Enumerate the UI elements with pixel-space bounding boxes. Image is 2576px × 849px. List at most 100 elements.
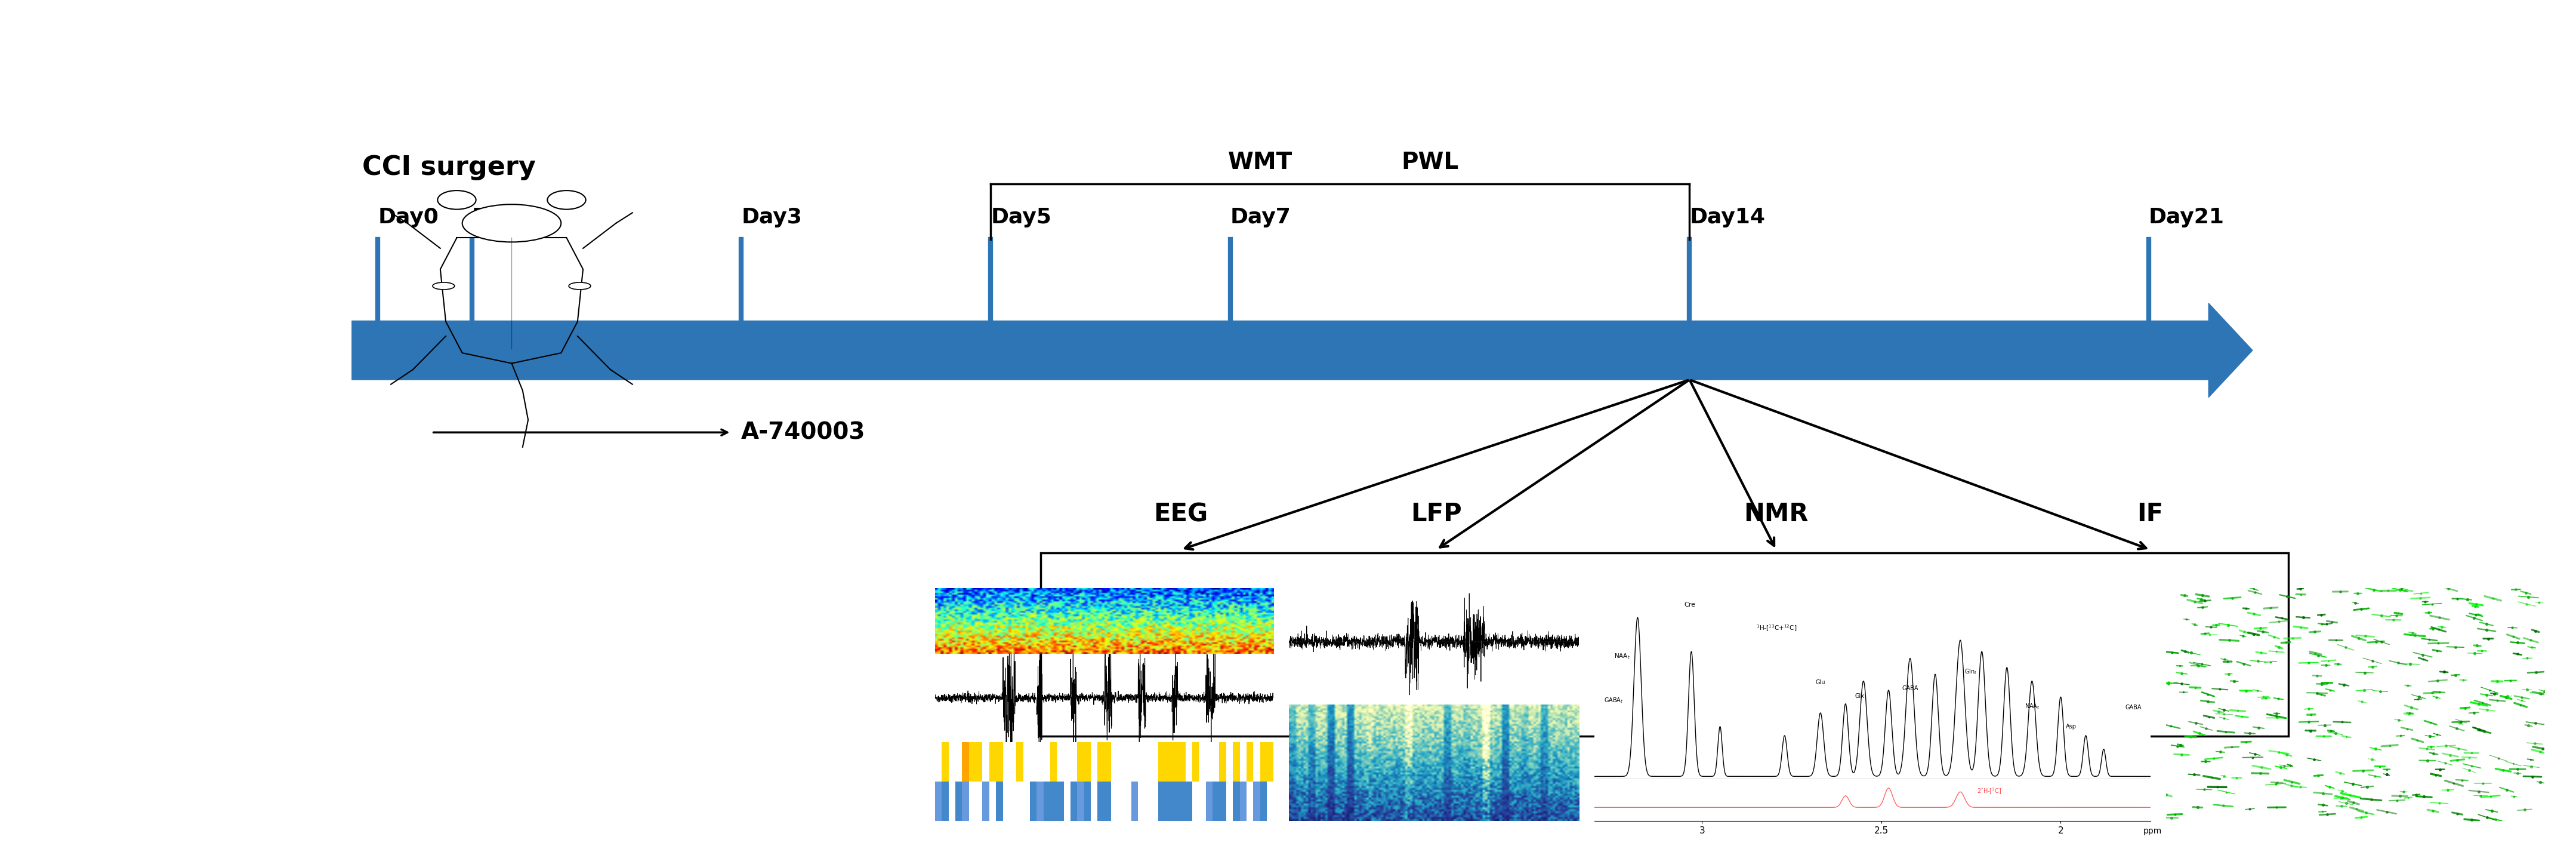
Bar	[956, 742, 963, 781]
Point	[2442, 673, 2483, 687]
Bar	[1247, 781, 1252, 821]
Point	[2360, 684, 2401, 698]
Point	[2396, 788, 2437, 801]
Point	[2182, 593, 2223, 606]
Point	[2391, 700, 2432, 714]
Point	[2306, 807, 2347, 821]
Point	[2378, 607, 2419, 621]
Point	[2164, 588, 2205, 602]
Point	[2161, 748, 2202, 762]
Point	[2303, 729, 2344, 743]
Point	[2486, 690, 2527, 704]
Text: Day21: Day21	[2148, 207, 2226, 228]
Point	[2463, 696, 2504, 710]
Point	[2226, 602, 2267, 616]
Bar	[1234, 781, 1239, 821]
Text: Day1: Day1	[471, 207, 533, 228]
Text: GABA$_t$: GABA$_t$	[1605, 696, 1623, 705]
Point	[2205, 785, 2246, 799]
Point	[2239, 655, 2280, 668]
Point	[2342, 811, 2383, 824]
Point	[2342, 695, 2383, 709]
Bar	[1084, 781, 1090, 821]
Point	[2354, 742, 2396, 756]
Point	[2514, 737, 2555, 751]
Text: GABA: GABA	[2125, 705, 2141, 711]
Point	[2347, 806, 2388, 819]
Text: Day3: Day3	[742, 207, 801, 228]
Point	[2519, 595, 2561, 609]
Point	[2300, 608, 2342, 621]
Text: Day7: Day7	[1231, 207, 1291, 228]
Point	[2486, 689, 2527, 703]
Point	[2146, 788, 2187, 801]
Point	[2354, 583, 2396, 597]
Point	[2494, 630, 2535, 644]
Bar	[1218, 742, 1226, 781]
Bar	[1030, 742, 1036, 781]
Point	[2249, 601, 2290, 615]
Point	[2239, 767, 2280, 780]
Point	[2306, 676, 2347, 689]
Point	[2458, 608, 2499, 621]
Point	[2455, 598, 2496, 611]
Point	[2499, 698, 2540, 711]
Bar	[1002, 781, 1010, 821]
Point	[2208, 633, 2249, 647]
Point	[2419, 762, 2460, 776]
Ellipse shape	[438, 190, 477, 210]
Point	[2233, 751, 2275, 764]
Bar	[1064, 781, 1072, 821]
Bar	[963, 781, 969, 821]
Point	[2501, 694, 2543, 707]
FancyArrow shape	[353, 303, 2251, 397]
Bar	[1252, 742, 1260, 781]
Point	[2450, 746, 2491, 760]
Point	[2272, 632, 2313, 645]
Point	[2476, 675, 2517, 689]
Point	[2416, 768, 2458, 782]
Bar	[1144, 781, 1151, 821]
Point	[2226, 735, 2267, 749]
Point	[2414, 747, 2455, 761]
Point	[2321, 784, 2362, 798]
Point	[2308, 780, 2349, 794]
Point	[2342, 602, 2383, 616]
Bar	[1043, 781, 1051, 821]
Point	[2496, 582, 2537, 596]
Bar	[1267, 742, 1273, 781]
Bar	[1151, 781, 1159, 821]
Point	[2460, 644, 2501, 658]
Point	[2257, 801, 2298, 814]
Point	[2352, 753, 2393, 767]
Point	[2406, 754, 2447, 767]
Point	[2259, 640, 2300, 654]
Bar	[1010, 742, 1018, 781]
Bar	[1110, 781, 1118, 821]
Point	[2434, 640, 2476, 654]
Point	[2182, 600, 2223, 614]
Point	[2406, 742, 2447, 756]
Point	[2512, 770, 2553, 784]
Point	[2519, 687, 2561, 700]
Point	[2174, 681, 2215, 694]
Bar	[1226, 742, 1234, 781]
Point	[2151, 645, 2192, 659]
Bar	[981, 742, 989, 781]
Point	[2174, 767, 2215, 781]
Point	[2424, 756, 2465, 770]
Point	[2174, 717, 2215, 730]
Text: LFP: LFP	[1412, 502, 1463, 526]
Point	[2391, 626, 2432, 639]
Point	[2223, 629, 2264, 643]
Point	[2393, 628, 2434, 642]
Point	[2148, 676, 2190, 689]
Bar	[969, 781, 976, 821]
Point	[2324, 678, 2365, 692]
Point	[2166, 613, 2208, 627]
Point	[2380, 790, 2421, 803]
Point	[2388, 791, 2429, 805]
Point	[2257, 776, 2298, 790]
Point	[2300, 617, 2342, 631]
Point	[2450, 751, 2491, 764]
